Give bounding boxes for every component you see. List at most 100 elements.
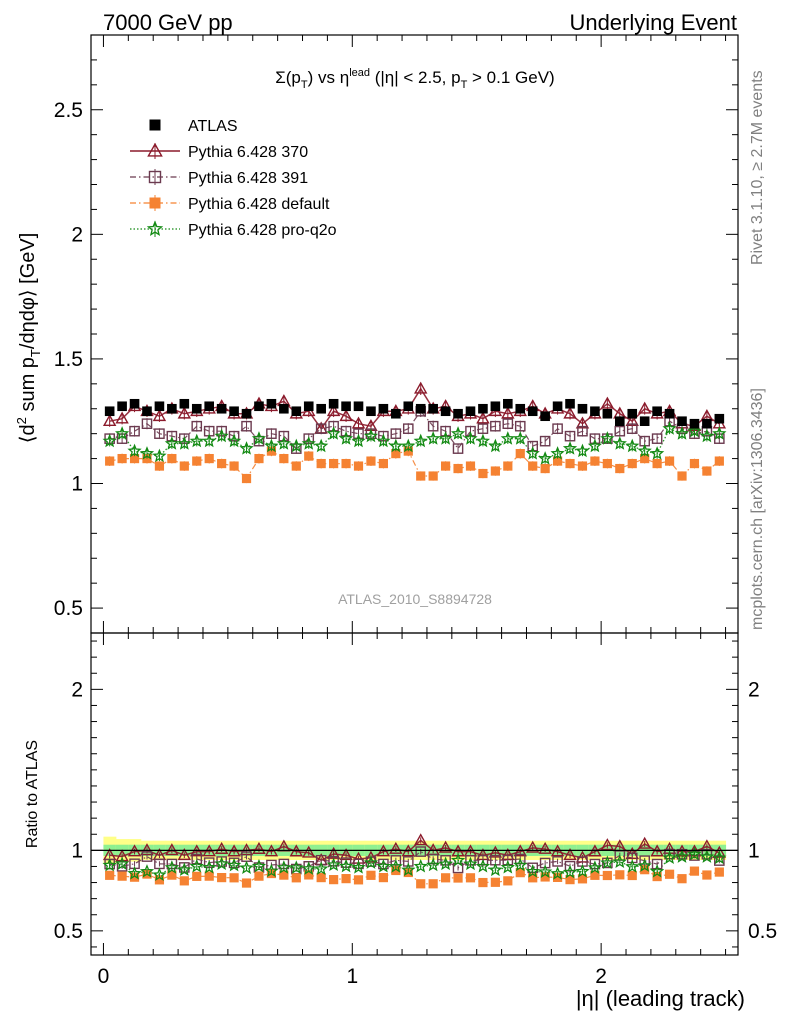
point-pdefault <box>565 458 575 469</box>
point-pq2o <box>687 423 702 438</box>
ratio-point-pq2o <box>239 860 254 875</box>
point-pdefault <box>515 449 525 459</box>
legend-label-pq2o: Pythia 6.428 pro-q2o <box>188 222 337 239</box>
ratio-point-p370 <box>214 841 229 854</box>
point-pq2o <box>102 433 117 448</box>
ratio-point-pdefault <box>552 872 563 882</box>
point-pdefault <box>179 461 189 471</box>
ratio-point-pdefault <box>341 874 351 884</box>
ratio-point-pq2o <box>500 859 515 874</box>
ratio-point-pdefault <box>353 875 364 885</box>
ratio-point-p370 <box>488 845 503 858</box>
ratio-point-pdefault <box>291 873 301 883</box>
point-p391 <box>191 420 203 432</box>
x-tick-label: 1 <box>346 965 358 988</box>
point-p370 <box>414 381 428 394</box>
point-atlas <box>291 406 302 417</box>
point-atlas <box>378 403 389 414</box>
point-atlas <box>391 408 401 419</box>
ratio-point-pq2o <box>401 862 416 877</box>
point-atlas <box>627 408 638 419</box>
point-pq2o <box>538 451 553 465</box>
ratio-point-pq2o <box>314 861 329 875</box>
point-p391 <box>626 423 638 434</box>
point-p370 <box>339 409 353 422</box>
point-pdefault <box>664 456 675 466</box>
point-pdefault <box>154 461 165 471</box>
ratio-point-pq2o <box>226 857 242 872</box>
ratio-point-p370 <box>252 841 266 854</box>
point-atlas <box>179 398 190 409</box>
ratio-point-p370 <box>563 848 577 861</box>
header-left: 7000 GeV pp <box>103 10 233 35</box>
point-pdefault <box>378 458 388 469</box>
point-p370 <box>326 404 341 417</box>
ratio-point-pdefault <box>366 870 376 880</box>
ratio-point-p370 <box>115 849 129 862</box>
point-atlas <box>316 403 326 414</box>
point-atlas <box>104 406 115 417</box>
ratio-point-pdefault <box>615 870 625 880</box>
ratio-y-axis-label: Ratio to ATLAS <box>24 740 41 848</box>
point-pdefault <box>590 456 600 466</box>
ratio-point-pdefault <box>329 875 339 885</box>
ratio-point-pq2o <box>699 849 715 863</box>
x-axis-label: |η| (leading track) <box>576 986 745 1011</box>
point-pdefault <box>391 449 401 459</box>
ratio-point-pq2o <box>438 856 453 871</box>
y-label-sub: T <box>28 349 43 357</box>
point-pq2o <box>264 438 279 453</box>
point-pq2o <box>488 438 503 453</box>
ratio-point-pdefault <box>652 871 662 882</box>
point-atlas <box>565 398 575 409</box>
ratio-point-pq2o <box>264 863 279 878</box>
point-pq2o <box>513 431 528 445</box>
point-pq2o <box>625 438 640 453</box>
ratio-frame <box>90 632 739 956</box>
point-atlas <box>453 408 463 419</box>
point-atlas <box>415 403 426 414</box>
point-pq2o <box>475 433 491 448</box>
ratio-point-pq2o <box>550 866 565 880</box>
ratio-point-pdefault <box>490 877 500 887</box>
point-p370 <box>600 396 615 409</box>
ratio-point-pdefault <box>714 867 724 877</box>
ratio-point-pdefault <box>154 875 165 885</box>
ratio-point-pdefault <box>129 872 140 882</box>
point-p370 <box>501 406 515 419</box>
point-pq2o <box>202 433 217 448</box>
point-atlas <box>254 401 264 412</box>
legend-marker-p391 <box>148 170 162 184</box>
point-p370 <box>177 406 192 419</box>
point-atlas <box>677 416 687 427</box>
ratio-point-p391 <box>402 856 414 867</box>
point-p391 <box>539 435 551 447</box>
point-pdefault <box>503 461 513 471</box>
ratio-point-pdefault <box>117 871 127 881</box>
ratio-point-pq2o <box>538 864 553 878</box>
point-p391 <box>452 443 464 454</box>
point-pq2o <box>239 441 254 455</box>
ratio-point-pdefault <box>254 871 264 881</box>
point-p391 <box>651 433 663 444</box>
ratio-point-pq2o <box>376 858 391 873</box>
point-atlas <box>478 403 488 414</box>
y-label-close: /dηdφ⟩ [GeV] <box>17 233 39 349</box>
ratio-point-p391 <box>415 846 427 857</box>
title-sub-t: T <box>301 79 308 91</box>
ratio-point-p370 <box>438 840 453 853</box>
point-pq2o <box>674 426 690 440</box>
ratio-y-tick-label-right: 2 <box>748 678 760 701</box>
ratio-line-p370 <box>109 839 720 862</box>
ratio-point-pq2o <box>351 860 366 874</box>
point-pq2o <box>650 446 665 460</box>
point-atlas <box>527 406 538 417</box>
ratio-point-pdefault <box>590 870 600 880</box>
point-atlas <box>503 398 513 409</box>
ratio-point-pdefault <box>167 870 177 880</box>
point-p391 <box>154 428 165 439</box>
point-atlas <box>590 406 600 417</box>
point-pdefault <box>652 458 662 469</box>
point-pq2o <box>600 431 615 445</box>
point-pdefault <box>316 458 326 469</box>
